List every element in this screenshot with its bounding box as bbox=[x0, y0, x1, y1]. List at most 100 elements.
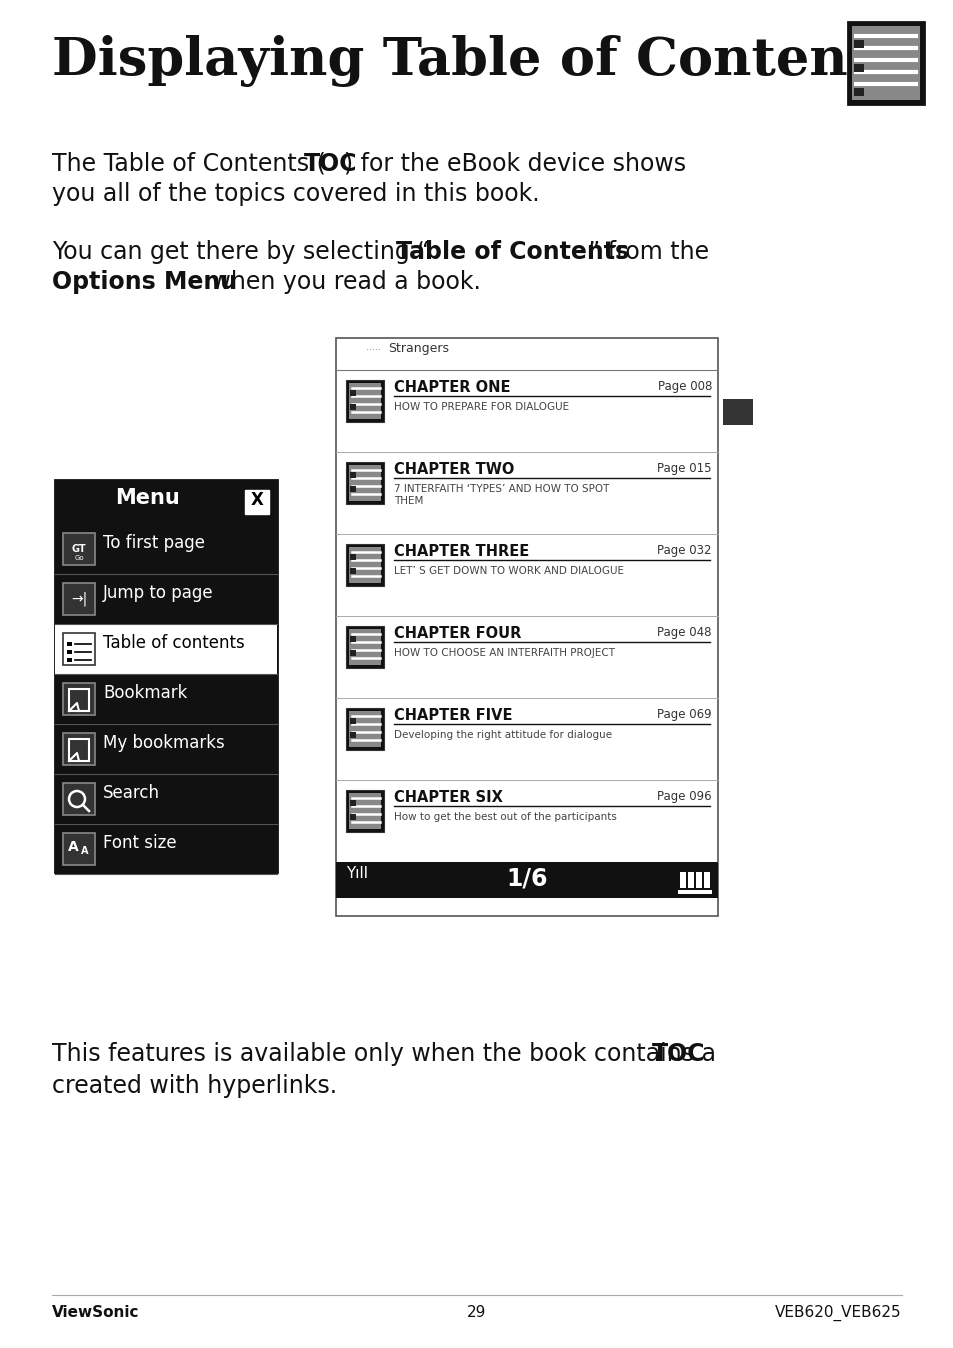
Bar bbox=[349, 710, 380, 747]
Bar bbox=[853, 63, 863, 71]
Bar bbox=[335, 861, 718, 898]
Text: The Table of Contents (: The Table of Contents ( bbox=[52, 152, 325, 177]
Bar bbox=[350, 799, 355, 806]
Bar bbox=[346, 380, 384, 422]
Bar bbox=[350, 390, 355, 396]
Text: Jump to page: Jump to page bbox=[103, 584, 213, 603]
Text: CHAPTER SIX: CHAPTER SIX bbox=[394, 790, 502, 805]
Bar bbox=[350, 568, 355, 574]
Bar bbox=[55, 574, 276, 624]
Bar bbox=[349, 793, 380, 829]
Bar bbox=[346, 708, 384, 749]
Bar bbox=[350, 472, 355, 479]
Text: Developing the right attitude for dialogue: Developing the right attitude for dialog… bbox=[394, 731, 612, 740]
Text: created with hyperlinks.: created with hyperlinks. bbox=[52, 1074, 336, 1099]
Text: This features is available only when the book contains a: This features is available only when the… bbox=[52, 1042, 722, 1066]
Text: you all of the topics covered in this book.: you all of the topics covered in this bo… bbox=[52, 182, 539, 206]
Text: CHAPTER THREE: CHAPTER THREE bbox=[394, 545, 529, 559]
Text: ) for the eBook device shows: ) for the eBook device shows bbox=[344, 152, 685, 177]
Bar bbox=[55, 824, 276, 874]
Bar bbox=[63, 532, 95, 565]
Text: CHAPTER FIVE: CHAPTER FIVE bbox=[394, 708, 512, 723]
Bar bbox=[67, 658, 71, 662]
Text: CHAPTER FOUR: CHAPTER FOUR bbox=[394, 625, 521, 642]
Bar bbox=[335, 338, 718, 917]
Text: Table of contents: Table of contents bbox=[103, 634, 245, 652]
Text: Go: Go bbox=[74, 555, 84, 561]
Text: Font size: Font size bbox=[103, 834, 176, 852]
Bar bbox=[55, 524, 276, 574]
Bar bbox=[350, 487, 355, 492]
Bar bbox=[55, 624, 276, 674]
Text: TOC: TOC bbox=[651, 1042, 705, 1066]
Bar bbox=[55, 674, 276, 724]
Bar bbox=[63, 582, 95, 615]
Bar bbox=[687, 872, 693, 888]
Text: Page 032: Page 032 bbox=[657, 545, 711, 557]
Text: VEB620_VEB625: VEB620_VEB625 bbox=[775, 1305, 901, 1321]
Bar bbox=[678, 890, 711, 894]
Bar bbox=[696, 872, 701, 888]
Text: X: X bbox=[251, 491, 263, 510]
Bar bbox=[847, 22, 923, 104]
Bar bbox=[346, 462, 384, 504]
Text: Table of Contents: Table of Contents bbox=[395, 240, 628, 264]
Text: GT: GT bbox=[71, 545, 86, 554]
Text: →|: →| bbox=[71, 592, 87, 607]
Bar bbox=[350, 554, 355, 559]
Text: Search: Search bbox=[103, 785, 160, 802]
Bar bbox=[350, 718, 355, 724]
Bar bbox=[67, 650, 71, 654]
Bar bbox=[350, 814, 355, 820]
Text: HOW TO PREPARE FOR DIALOGUE: HOW TO PREPARE FOR DIALOGUE bbox=[394, 402, 569, 412]
Text: You can get there by selecting “: You can get there by selecting “ bbox=[52, 240, 429, 264]
Text: THEM: THEM bbox=[394, 496, 423, 506]
Text: when you read a book.: when you read a book. bbox=[204, 270, 480, 294]
Bar bbox=[350, 404, 355, 410]
Bar bbox=[350, 732, 355, 737]
Bar bbox=[346, 625, 384, 669]
Bar bbox=[69, 739, 89, 762]
Text: Menu: Menu bbox=[115, 488, 180, 508]
Bar bbox=[349, 383, 380, 419]
Bar bbox=[63, 833, 95, 865]
Bar bbox=[245, 491, 269, 514]
Text: Page 015: Page 015 bbox=[657, 462, 711, 474]
Text: Displaying Table of Content: Displaying Table of Content bbox=[52, 35, 871, 88]
Text: LET’ S GET DOWN TO WORK AND DIALOGUE: LET’ S GET DOWN TO WORK AND DIALOGUE bbox=[394, 566, 623, 576]
Bar bbox=[853, 40, 863, 49]
Bar bbox=[349, 630, 380, 665]
Bar bbox=[722, 399, 752, 425]
Text: Page 008: Page 008 bbox=[657, 380, 711, 394]
Bar bbox=[346, 790, 384, 832]
Bar bbox=[851, 26, 919, 100]
Bar bbox=[350, 650, 355, 656]
Bar bbox=[63, 634, 95, 665]
Bar bbox=[853, 88, 863, 96]
Bar bbox=[69, 689, 89, 710]
Text: Yıll: Yıll bbox=[346, 865, 368, 882]
Bar bbox=[55, 724, 276, 774]
Text: HOW TO CHOOSE AN INTERFAITH PROJECT: HOW TO CHOOSE AN INTERFAITH PROJECT bbox=[394, 648, 615, 658]
Text: 29: 29 bbox=[467, 1305, 486, 1320]
Text: ViewSonic: ViewSonic bbox=[52, 1305, 139, 1320]
Text: Page 096: Page 096 bbox=[657, 790, 711, 803]
Text: CHAPTER ONE: CHAPTER ONE bbox=[394, 380, 510, 395]
Text: To first page: To first page bbox=[103, 534, 205, 551]
Text: My bookmarks: My bookmarks bbox=[103, 735, 225, 752]
Text: 7 INTERFAITH ‘TYPES’ AND HOW TO SPOT: 7 INTERFAITH ‘TYPES’ AND HOW TO SPOT bbox=[394, 484, 609, 493]
Bar bbox=[349, 465, 380, 501]
Text: Bookmark: Bookmark bbox=[103, 683, 187, 702]
Text: 1/6: 1/6 bbox=[506, 865, 547, 890]
Text: A: A bbox=[68, 840, 78, 855]
Bar bbox=[55, 480, 276, 524]
Bar bbox=[55, 774, 276, 824]
Text: Options Menu: Options Menu bbox=[52, 270, 237, 294]
Bar bbox=[350, 636, 355, 642]
Bar bbox=[55, 480, 276, 872]
Text: How to get the best out of the participants: How to get the best out of the participa… bbox=[394, 811, 617, 822]
Bar bbox=[63, 783, 95, 816]
Bar bbox=[67, 642, 71, 646]
Text: Page 048: Page 048 bbox=[657, 625, 711, 639]
Text: Page 069: Page 069 bbox=[657, 708, 711, 721]
